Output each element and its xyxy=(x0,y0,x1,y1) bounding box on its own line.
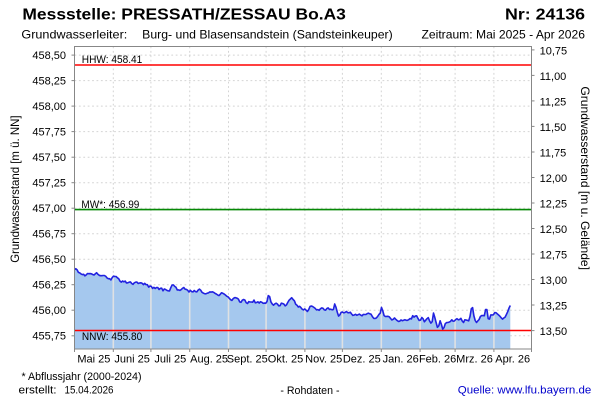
svg-text:12,50: 12,50 xyxy=(540,224,568,236)
svg-text:13,00: 13,00 xyxy=(540,275,568,287)
svg-text:Juni 25: Juni 25 xyxy=(114,353,149,365)
svg-text:11,75: 11,75 xyxy=(540,148,567,160)
svg-text:15.04.2026: 15.04.2026 xyxy=(65,385,114,397)
svg-text:Nr: 24136: Nr: 24136 xyxy=(505,6,585,23)
svg-text:458,00: 458,00 xyxy=(32,101,66,113)
svg-text:458,50: 458,50 xyxy=(32,50,66,62)
svg-text:455,75: 455,75 xyxy=(32,331,66,343)
svg-text:Grundwasserleiter:: Grundwasserleiter: xyxy=(21,28,127,42)
svg-text:457,25: 457,25 xyxy=(32,178,66,190)
svg-text:* Abflussjahr (2000-2024): * Abflussjahr (2000-2024) xyxy=(22,371,142,383)
svg-text:MW*: 456.99: MW*: 456.99 xyxy=(81,199,139,211)
svg-text:Grundwasserstand [m ü. NN]: Grundwasserstand [m ü. NN] xyxy=(8,115,22,262)
svg-text:458,25: 458,25 xyxy=(32,76,66,88)
svg-text:Feb. 26: Feb. 26 xyxy=(419,353,456,365)
svg-text:11,00: 11,00 xyxy=(540,71,567,83)
svg-text:Nov. 25: Nov. 25 xyxy=(305,353,342,365)
svg-text:13,50: 13,50 xyxy=(540,326,568,338)
svg-text:HHW: 458.41: HHW: 458.41 xyxy=(82,54,143,66)
svg-text:Jan. 26: Jan. 26 xyxy=(383,353,419,365)
svg-text:457,00: 457,00 xyxy=(32,203,66,215)
svg-text:12,25: 12,25 xyxy=(540,199,568,211)
svg-text:Grundwasserstand [m u. Gelände: Grundwasserstand [m u. Gelände] xyxy=(578,86,592,270)
svg-text:456,75: 456,75 xyxy=(32,229,66,241)
svg-text:Mai 25: Mai 25 xyxy=(77,353,110,365)
svg-text:11,25: 11,25 xyxy=(540,97,567,109)
svg-text:12,75: 12,75 xyxy=(540,250,568,262)
svg-text:456,00: 456,00 xyxy=(32,305,66,317)
svg-text:Sept. 25: Sept. 25 xyxy=(227,353,268,365)
svg-text:Quelle: www.lfu.bayern.de: Quelle: www.lfu.bayern.de xyxy=(458,385,592,397)
svg-text:457,75: 457,75 xyxy=(32,127,66,139)
svg-text:Juli 25: Juli 25 xyxy=(154,353,186,365)
svg-text:Zeitraum: Mai 2025 - Apr 2026: Zeitraum: Mai 2025 - Apr 2026 xyxy=(422,28,586,42)
svg-text:13,25: 13,25 xyxy=(540,301,568,313)
svg-text:Messstelle: PRESSATH/ZESSAU Bo: Messstelle: PRESSATH/ZESSAU Bo.A3 xyxy=(22,6,346,23)
svg-text:456,50: 456,50 xyxy=(32,254,66,266)
svg-text:erstellt:: erstellt: xyxy=(19,385,57,397)
svg-text:10,75: 10,75 xyxy=(540,46,568,58)
svg-text:Mrz. 26: Mrz. 26 xyxy=(456,353,493,365)
svg-text:Dez. 25: Dez. 25 xyxy=(343,353,381,365)
svg-text:Aug. 25: Aug. 25 xyxy=(190,353,228,365)
svg-text:11,50: 11,50 xyxy=(540,122,567,134)
svg-text:- Rohdaten -: - Rohdaten - xyxy=(280,385,339,397)
svg-text:Apr. 26: Apr. 26 xyxy=(495,353,530,365)
svg-text:NNW: 455.80: NNW: 455.80 xyxy=(82,331,142,343)
svg-text:12,00: 12,00 xyxy=(540,173,568,185)
svg-text:Burg- und Blasensandstein (San: Burg- und Blasensandstein (Sandsteinkeup… xyxy=(142,28,393,42)
svg-text:457,50: 457,50 xyxy=(32,152,66,164)
svg-text:456,25: 456,25 xyxy=(32,280,66,292)
svg-text:Okt. 25: Okt. 25 xyxy=(268,353,303,365)
